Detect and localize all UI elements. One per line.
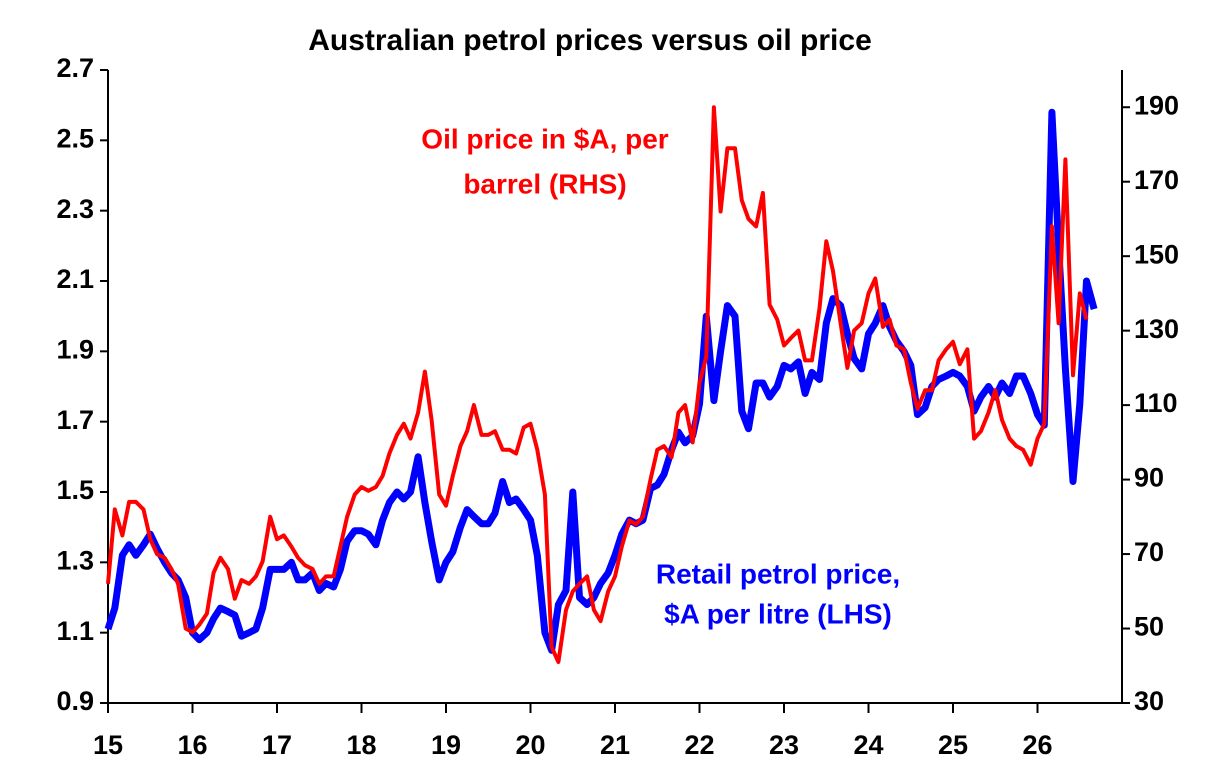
x-tick-label: 19: [431, 730, 461, 760]
y-tick-label: 2.7: [56, 53, 94, 83]
x-tick-label: 25: [938, 730, 968, 760]
annotation: $A per litre (LHS): [664, 598, 892, 629]
x-tick-label: 15: [93, 730, 123, 760]
y2-tick-label: 170: [1134, 165, 1179, 195]
x-tick-label: 18: [346, 730, 376, 760]
x-tick-label: 23: [769, 730, 799, 760]
y2-tick-label: 110: [1134, 388, 1178, 418]
x-tick-label: 16: [177, 730, 207, 760]
y-tick-label: 2.1: [56, 264, 94, 294]
y-tick-label: 2.3: [56, 194, 94, 224]
y2-tick-label: 130: [1134, 314, 1179, 344]
x-tick-label: 24: [853, 730, 883, 760]
annotation: Retail petrol price,: [656, 558, 900, 589]
y-tick-label: 1.3: [56, 545, 94, 575]
series-line: [104, 108, 1098, 654]
y-tick-label: 1.7: [56, 405, 94, 435]
y-tick-label: 1.9: [56, 334, 94, 364]
annotation: Oil price in $A, per: [421, 123, 669, 154]
y-tick-label: 1.1: [56, 616, 94, 646]
y2-tick-label: 190: [1134, 90, 1179, 120]
y-tick-label: 0.9: [56, 686, 94, 716]
y-tick-label: 1.5: [56, 475, 94, 505]
x-tick-label: 21: [600, 730, 630, 760]
y2-tick-label: 150: [1134, 239, 1179, 269]
y2-tick-label: 70: [1134, 537, 1164, 567]
y-tick-label: 2.5: [56, 123, 94, 153]
y2-tick-label: 50: [1134, 612, 1164, 642]
series-line: [106, 105, 1089, 664]
chart-title: Australian petrol prices versus oil pric…: [308, 24, 872, 57]
x-tick-label: 22: [684, 730, 714, 760]
x-tick-label: 20: [515, 730, 545, 760]
y2-tick-label: 30: [1134, 686, 1164, 716]
y2-tick-label: 90: [1134, 463, 1164, 493]
annotation: barrel (RHS): [463, 168, 626, 199]
x-tick-label: 26: [1022, 730, 1052, 760]
x-tick-label: 17: [262, 730, 292, 760]
